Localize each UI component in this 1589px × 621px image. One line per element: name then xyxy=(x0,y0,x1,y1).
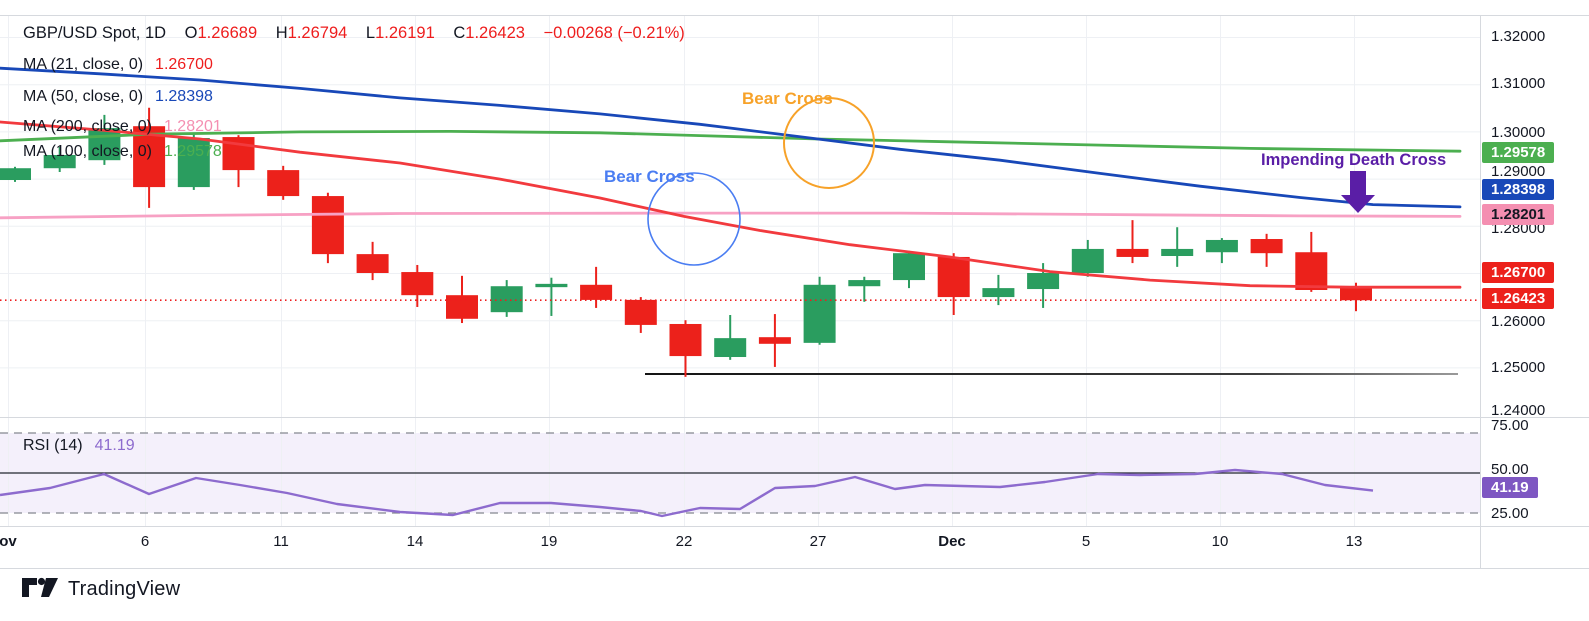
price-axis-label: 75.00 xyxy=(1491,417,1529,434)
price-axis-label: 50.00 xyxy=(1491,461,1529,478)
bear-cross-circle[interactable] xyxy=(647,172,741,266)
ma-legend-row[interactable]: MA (50, close, 0) 1.28398 xyxy=(23,87,213,107)
price-axis-label: 1.26000 xyxy=(1491,313,1546,330)
candle-body xyxy=(848,280,881,287)
tradingview-watermark[interactable]: TradingView xyxy=(22,577,180,601)
price-axis-badge: 41.19 xyxy=(1482,477,1538,498)
rsi-value: 41.19 xyxy=(94,437,135,454)
price-axis-label: 25.00 xyxy=(1491,505,1529,522)
time-axis-label: 11 xyxy=(273,533,289,550)
price-axis-badge: 1.26423 xyxy=(1482,288,1555,309)
candle-body xyxy=(267,170,300,197)
ma-legend-row[interactable]: MA (200, close, 0) 1.28201 xyxy=(23,117,222,137)
ma-legend-row[interactable]: MA (21, close, 0) 1.26700 xyxy=(23,55,213,75)
candle-body xyxy=(1250,239,1283,254)
symbol-title: GBP/USD Spot, 1D xyxy=(23,24,167,42)
candle-body xyxy=(1161,248,1194,257)
price-axis-badge: 1.26700 xyxy=(1482,262,1555,283)
ma-legend-value: 1.26700 xyxy=(155,56,213,73)
time-axis-label: 10 xyxy=(1211,533,1229,550)
candle-body xyxy=(580,284,613,300)
ohlc-high: H1.26794 xyxy=(275,24,348,42)
time-axis-label: 27 xyxy=(809,533,827,550)
candle-body xyxy=(758,337,791,344)
rsi-label: RSI (14) xyxy=(23,437,83,454)
price-axis-label: 1.29000 xyxy=(1491,163,1546,180)
rsi-line[interactable] xyxy=(0,468,1374,518)
candle-body xyxy=(0,168,31,181)
candle-body xyxy=(446,295,478,319)
candle-body xyxy=(401,272,434,296)
time-axis-label: ov xyxy=(0,533,17,550)
ma-legend-value: 1.28398 xyxy=(155,88,213,105)
price-axis-label: 1.25000 xyxy=(1491,359,1546,376)
candle-body xyxy=(311,196,344,255)
ma-legend-row[interactable]: MA (100, close, 0) 1.29578 xyxy=(23,142,222,162)
time-axis-label: Dec xyxy=(938,533,966,550)
candle-body xyxy=(982,288,1015,298)
candle-body xyxy=(714,338,747,358)
ma-21-line[interactable] xyxy=(0,120,1462,289)
time-axis[interactable]: ov 6 11 14 19 22 27 Dec 5 10 13 xyxy=(0,528,1480,568)
ma-legend-value: 1.28201 xyxy=(163,118,222,135)
ma-legend-value: 1.29578 xyxy=(163,143,222,160)
candle-body xyxy=(88,128,121,161)
tradingview-logo-icon xyxy=(22,577,58,597)
death-cross-arrow-icon[interactable] xyxy=(1341,171,1375,213)
ohlc-open: O1.26689 xyxy=(184,24,258,42)
bear-cross-circle[interactable] xyxy=(783,97,875,189)
price-axis-label: 1.31000 xyxy=(1491,75,1546,92)
candle-body xyxy=(624,299,657,325)
candle-body xyxy=(669,323,702,357)
ma-100-line[interactable] xyxy=(0,129,1462,153)
candle-body xyxy=(535,283,568,288)
ma-legend-label: MA (100, close, 0) xyxy=(23,143,152,160)
candle-body xyxy=(937,256,970,298)
time-axis-label: 5 xyxy=(1081,533,1091,550)
candle-body xyxy=(1340,287,1372,301)
time-axis-label: 6 xyxy=(140,533,150,550)
price-axis-badge: 1.28201 xyxy=(1482,204,1555,225)
time-axis-label: 14 xyxy=(406,533,424,550)
candle-body xyxy=(1295,252,1328,290)
price-axis[interactable]: 1.32000 1.31000 1.30000 1.29000 1.28000 1.260… xyxy=(1480,15,1589,568)
candle-body xyxy=(803,284,836,343)
rsi-legend[interactable]: RSI (14) 41.19 xyxy=(23,437,135,455)
time-axis-label: 22 xyxy=(675,533,693,550)
ma-legend-label: MA (50, close, 0) xyxy=(23,88,144,105)
price-axis-badge: 1.28398 xyxy=(1482,179,1555,200)
candle-body xyxy=(1071,248,1104,273)
candle-body xyxy=(1205,239,1238,253)
ma-legend-label: MA (200, close, 0) xyxy=(23,118,152,135)
time-axis-label: 19 xyxy=(540,533,558,550)
candle-body xyxy=(177,138,210,188)
ma-200-line[interactable] xyxy=(0,211,1462,220)
time-axis-label: 13 xyxy=(1345,533,1363,550)
tradingview-wordmark: TradingView xyxy=(68,577,181,600)
candle-body xyxy=(893,253,925,281)
candle-body xyxy=(490,286,523,313)
price-axis-label: 1.32000 xyxy=(1491,28,1546,45)
bear-cross-annotation-blue[interactable]: Bear Cross xyxy=(604,167,695,186)
ohlc-low: L1.26191 xyxy=(365,24,435,42)
ma-legend-label: MA (21, close, 0) xyxy=(23,56,144,73)
candle-body xyxy=(43,155,76,169)
price-axis-label: 1.30000 xyxy=(1491,124,1546,141)
ohlc-close: C1.26423 xyxy=(453,24,525,42)
bear-cross-annotation-orange[interactable]: Bear Cross xyxy=(742,89,833,108)
price-axis-badge: 1.29578 xyxy=(1482,142,1555,163)
candle-body xyxy=(1027,273,1060,290)
change-value: −0.00268 (−0.21%) xyxy=(543,24,685,42)
candle-body xyxy=(1116,248,1149,257)
symbol-legend[interactable]: GBP/USD Spot, 1D O1.26689 H1.26794 L1.26… xyxy=(23,23,685,43)
candle-body xyxy=(356,254,389,273)
impending-death-cross-annotation[interactable]: Impending Death Cross xyxy=(1261,151,1447,169)
price-axis-label: 1.24000 xyxy=(1491,402,1546,419)
ma-50-line[interactable] xyxy=(0,66,1462,209)
